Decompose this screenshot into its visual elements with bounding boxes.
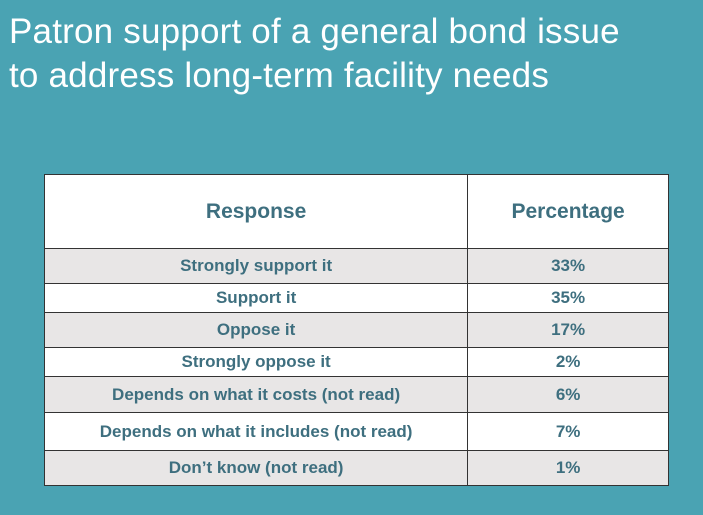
table-row: Depends on what it includes (not read) 7… [43, 412, 669, 451]
table-row: Strongly oppose it 2% [43, 347, 669, 377]
response-cell: Depends on what it costs (not read) [43, 376, 469, 413]
response-cell: Depends on what it includes (not read) [43, 412, 469, 451]
title-line-2: to address long-term facility needs [9, 56, 550, 95]
percentage-cell: 33% [467, 248, 669, 284]
title-line-1: Patron support of a general bond issue [9, 12, 620, 51]
response-cell: Strongly support it [43, 248, 469, 284]
table-row: Depends on what it costs (not read) 6% [43, 376, 669, 413]
response-cell: Don’t know (not read) [43, 450, 469, 486]
percentage-cell: 2% [467, 347, 669, 377]
response-cell: Support it [43, 283, 469, 313]
table-row: Oppose it 17% [43, 312, 669, 348]
response-cell: Oppose it [43, 312, 469, 348]
header-response: Response [43, 174, 469, 249]
percentage-cell: 7% [467, 412, 669, 451]
percentage-cell: 1% [467, 450, 669, 486]
slide-title: Patron support of a general bond issue t… [9, 10, 699, 98]
header-percentage: Percentage [467, 174, 669, 249]
table-row: Don’t know (not read) 1% [43, 450, 669, 486]
response-table: Response Percentage Strongly support it … [43, 174, 669, 486]
table-row: Strongly support it 33% [43, 248, 669, 284]
table-header-row: Response Percentage [43, 174, 669, 249]
percentage-cell: 6% [467, 376, 669, 413]
percentage-cell: 17% [467, 312, 669, 348]
table-row: Support it 35% [43, 283, 669, 313]
percentage-cell: 35% [467, 283, 669, 313]
response-cell: Strongly oppose it [43, 347, 469, 377]
